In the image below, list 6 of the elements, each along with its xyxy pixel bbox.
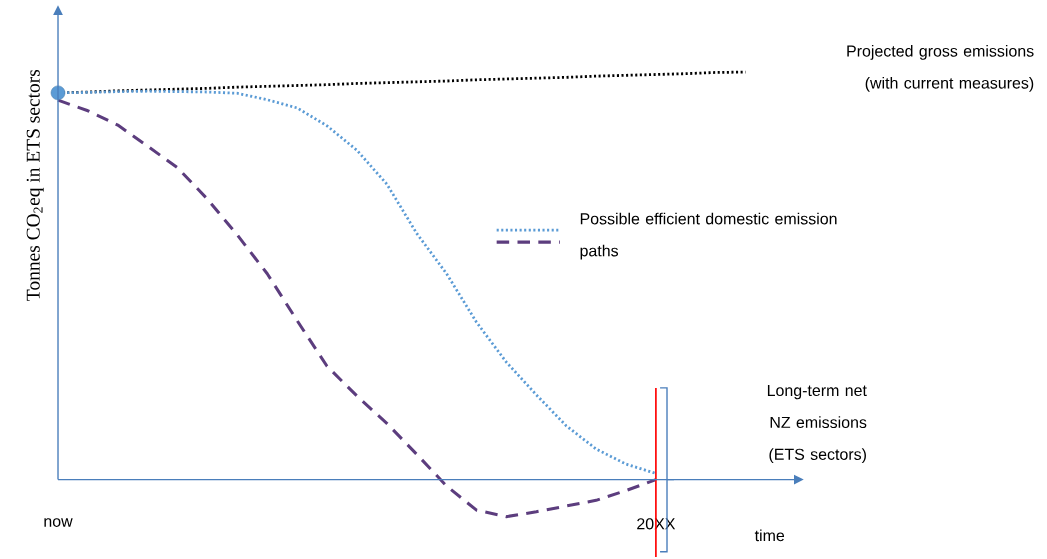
text: Long-term net NZ emissions (ETS sectors) — [767, 384, 867, 464]
y-axis-title: Tonnes CO$_{2}$eq in ETS sectors — [26, 69, 44, 301]
text: Possible efficient domestic emission paths — [580, 212, 837, 260]
x-tick-label: now — [44, 518, 73, 527]
x-axis-title: time — [754, 529, 785, 542]
text: Projected gross emissions (with current measures) — [847, 45, 1034, 92]
